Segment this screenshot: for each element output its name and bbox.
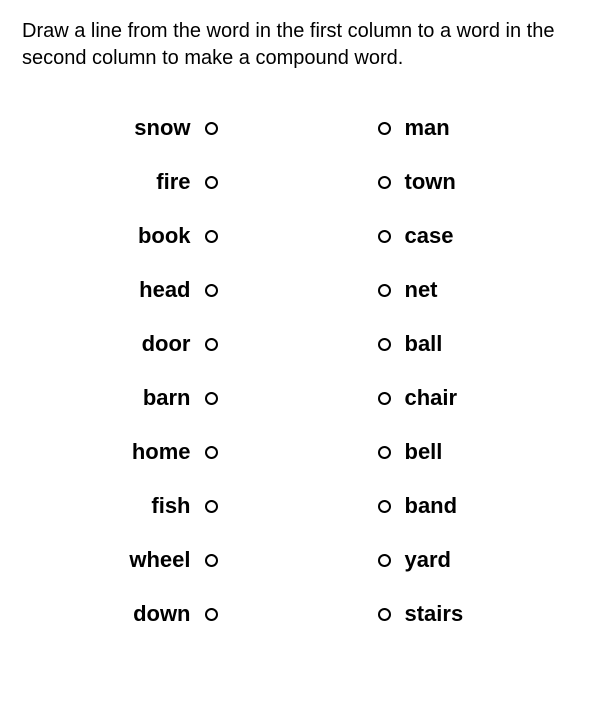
right-word-row: ball (378, 330, 508, 358)
connector-dot-right[interactable] (378, 284, 391, 297)
connector-dot-right[interactable] (378, 608, 391, 621)
right-word-row: town (378, 168, 508, 196)
left-word-label: book (138, 223, 191, 249)
left-word-row: home (88, 438, 218, 466)
connector-dot-right[interactable] (378, 446, 391, 459)
connector-dot-right[interactable] (378, 500, 391, 513)
connector-dot-right[interactable] (378, 122, 391, 135)
left-word-label: wheel (129, 547, 190, 573)
left-word-row: door (88, 330, 218, 358)
connector-dot-left[interactable] (205, 230, 218, 243)
left-word-label: barn (143, 385, 191, 411)
connector-dot-left[interactable] (205, 554, 218, 567)
left-word-label: snow (134, 115, 190, 141)
left-word-row: wheel (88, 546, 218, 574)
left-word-row: snow (88, 114, 218, 142)
right-word-label: yard (405, 547, 451, 573)
right-word-row: band (378, 492, 508, 520)
right-word-label: case (405, 223, 454, 249)
right-word-row: yard (378, 546, 508, 574)
connector-dot-right[interactable] (378, 338, 391, 351)
instructions-text: Draw a line from the word in the first c… (22, 18, 573, 72)
connector-dot-left[interactable] (205, 338, 218, 351)
left-word-row: fish (88, 492, 218, 520)
left-word-row: fire (88, 168, 218, 196)
left-word-label: down (133, 601, 190, 627)
right-word-row: man (378, 114, 508, 142)
connector-dot-right[interactable] (378, 554, 391, 567)
right-word-label: bell (405, 439, 443, 465)
connector-dot-left[interactable] (205, 122, 218, 135)
right-word-label: stairs (405, 601, 464, 627)
right-column: man town case net ball chair bell band yard stair… (378, 114, 508, 628)
connector-dot-left[interactable] (205, 176, 218, 189)
right-word-label: net (405, 277, 438, 303)
right-word-label: chair (405, 385, 458, 411)
connector-dot-left[interactable] (205, 608, 218, 621)
connector-dot-left[interactable] (205, 500, 218, 513)
left-word-row: book (88, 222, 218, 250)
left-word-row: barn (88, 384, 218, 412)
right-word-row: chair (378, 384, 508, 412)
left-word-label: door (142, 331, 191, 357)
connector-dot-left[interactable] (205, 392, 218, 405)
connector-dot-right[interactable] (378, 230, 391, 243)
right-word-label: man (405, 115, 450, 141)
left-word-row: head (88, 276, 218, 304)
matching-columns: snow fire book head door barn home fish wheel dow… (22, 114, 573, 628)
connector-dot-right[interactable] (378, 176, 391, 189)
left-column: snow fire book head door barn home fish wheel dow… (88, 114, 218, 628)
right-word-row: bell (378, 438, 508, 466)
connector-dot-right[interactable] (378, 392, 391, 405)
left-word-row: down (88, 600, 218, 628)
left-word-label: home (132, 439, 191, 465)
right-word-row: case (378, 222, 508, 250)
right-word-label: town (405, 169, 456, 195)
left-word-label: fire (156, 169, 190, 195)
right-word-row: net (378, 276, 508, 304)
connector-dot-left[interactable] (205, 446, 218, 459)
connector-dot-left[interactable] (205, 284, 218, 297)
left-word-label: head (139, 277, 190, 303)
right-word-label: ball (405, 331, 443, 357)
right-word-row: stairs (378, 600, 508, 628)
right-word-label: band (405, 493, 458, 519)
left-word-label: fish (151, 493, 190, 519)
